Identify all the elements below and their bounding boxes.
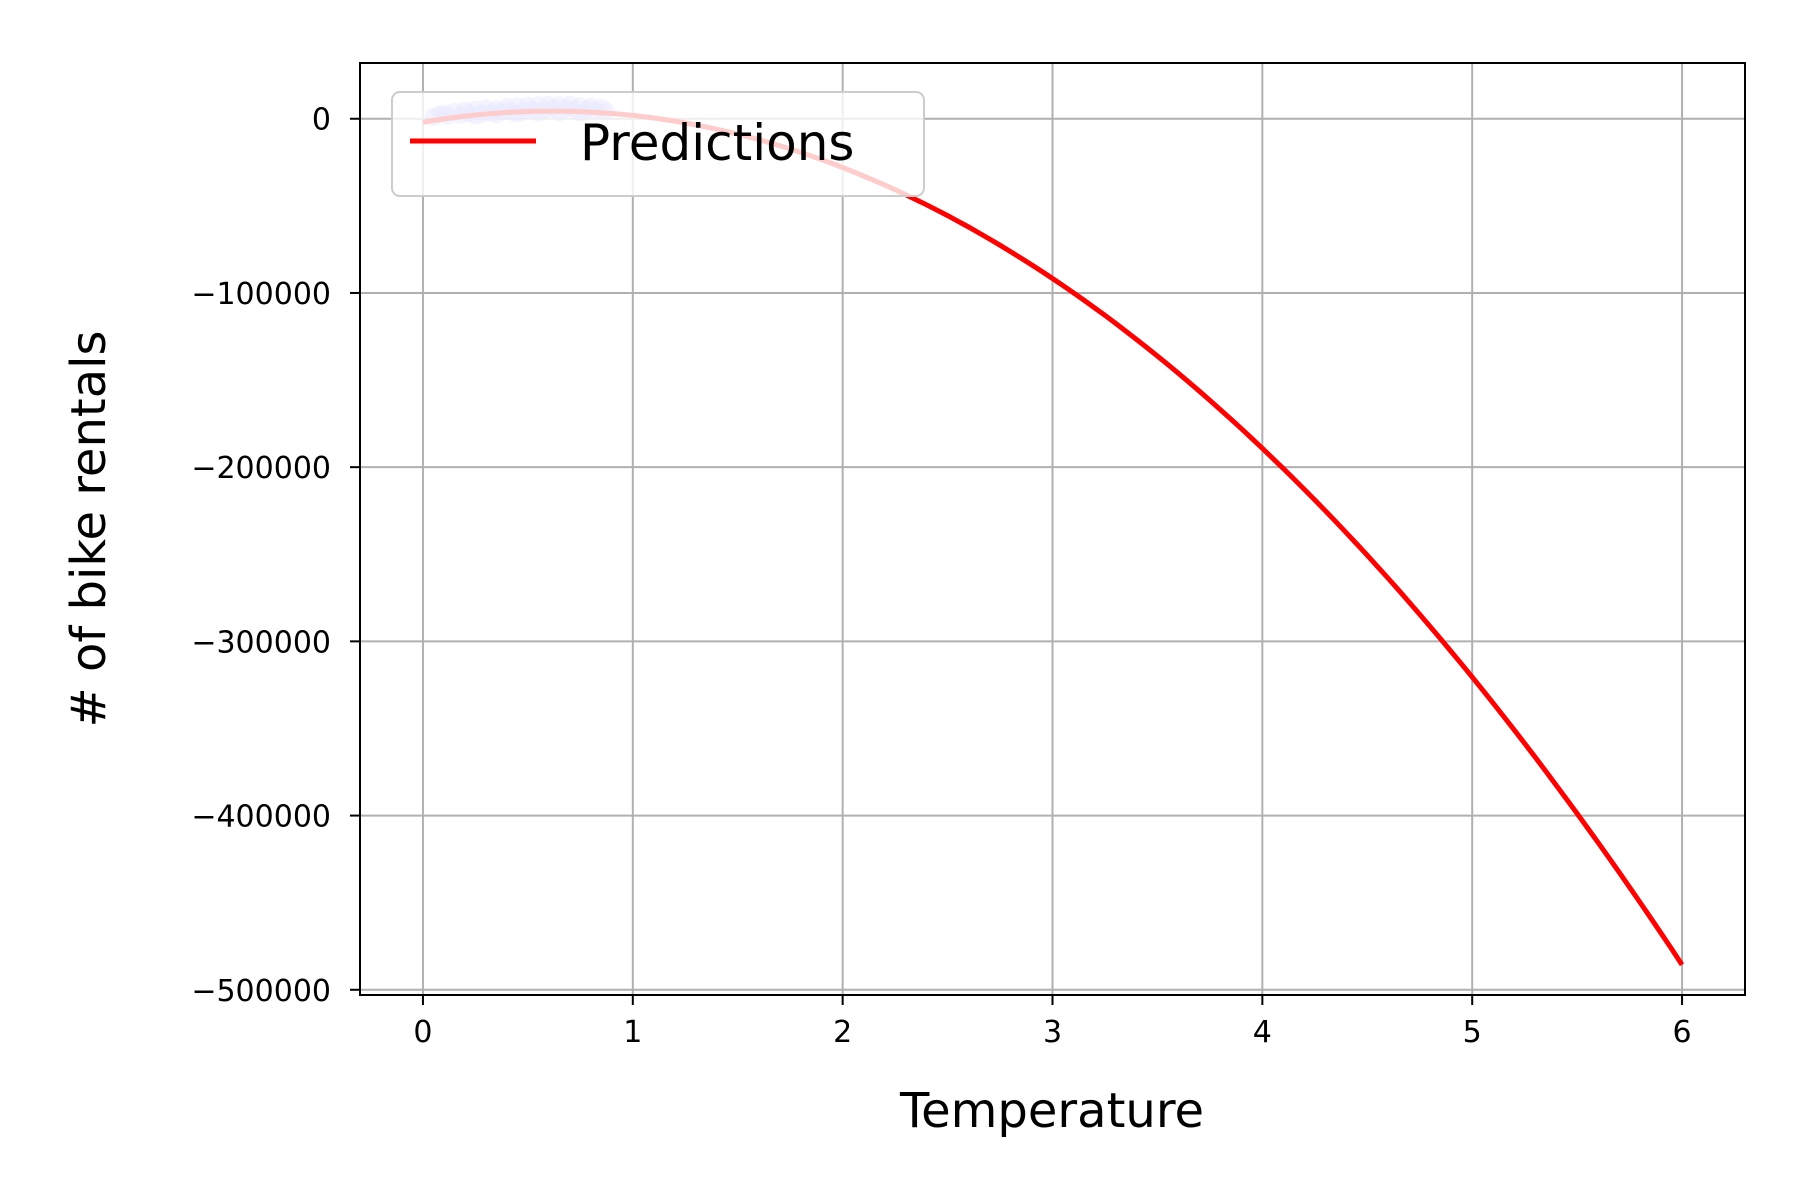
x-tick-label: 1 (623, 1015, 642, 1050)
y-axis: 0 −100000 −200000 −300000 −400000 −500000 (191, 103, 360, 1009)
x-tick-label: 3 (1043, 1015, 1062, 1050)
y-tick-label: −400000 (191, 800, 331, 835)
x-tick-label: 0 (413, 1015, 432, 1050)
legend-label-predictions: Predictions (580, 114, 854, 172)
y-tick-label: −100000 (191, 277, 331, 312)
x-axis-label: Temperature (899, 1083, 1204, 1139)
y-tick-label: −200000 (191, 451, 331, 486)
y-tick-label: −300000 (191, 625, 331, 660)
x-axis: 0 1 2 3 4 5 6 (413, 995, 1692, 1050)
x-tick-label: 5 (1463, 1015, 1482, 1050)
legend: Predictions (391, 91, 925, 197)
x-tick-label: 4 (1253, 1015, 1272, 1050)
y-tick-label: 0 (312, 103, 331, 138)
y-axis-label: # of bike rentals (61, 331, 117, 728)
y-tick-label: −500000 (191, 974, 331, 1009)
legend-box (391, 91, 925, 197)
x-tick-label: 2 (833, 1015, 852, 1050)
x-tick-label: 6 (1672, 1015, 1691, 1050)
